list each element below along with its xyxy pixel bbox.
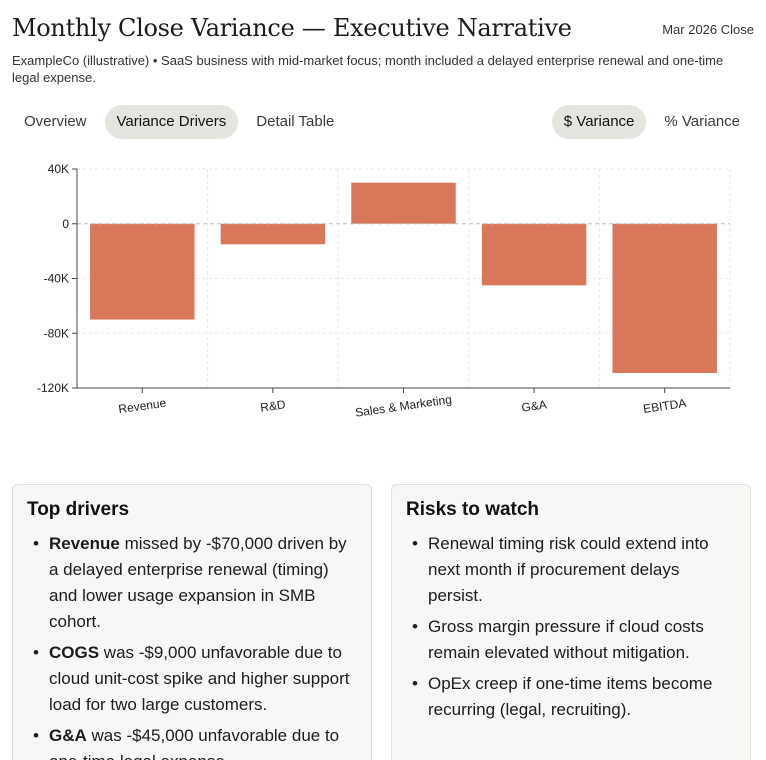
risk-item: Renewal timing risk could extend into ne… [406,531,736,609]
y-tick-label: -120K [37,381,69,395]
x-tick-label: G&A [521,397,548,414]
variance-bar-chart: 40K 0 -40K -80K -120K Revenue R&D Sales & Marke… [37,162,731,420]
risks-title: Risks to watch [406,499,540,520]
risk-item: OpEx creep if one-time items become recu… [406,671,736,723]
y-tick-label: 40K [48,162,69,176]
driver-item-text: was -$9,000 unfavorable due to cloud uni… [49,643,350,714]
page-title: Monthly Close Variance — Executive Narra… [12,14,572,42]
driver-item: Revenue missed by -$70,000 driven by a d… [27,531,357,635]
page-subtitle: ExampleCo (illustrative) • SaaS business… [12,53,724,85]
y-tick-label: -80K [44,326,69,340]
bar-ebitda [612,223,717,373]
chart-axes: 40K 0 -40K -80K -120K Revenue R&D Sales & Marke… [37,162,730,420]
period-label: Mar 2026 Close [662,22,754,37]
risks-card: Risks to watch Renewal timing risk could… [391,484,751,760]
dollar-variance-toggle[interactable]: $ Variance [551,105,647,139]
driver-item-text: was -$45,000 unfavorable due to one-time… [49,726,340,760]
bar-g-a [481,223,587,286]
tab-overview[interactable]: Overview [24,113,87,130]
x-tick-label: EBITDA [642,396,687,416]
x-tick-label: Sales & Marketing [354,392,452,419]
top-drivers-list: Revenue missed by -$70,000 driven by a d… [27,531,357,760]
x-tick-label: Revenue [118,396,168,417]
tab-detail-table[interactable]: Detail Table [256,113,335,130]
view-tabs: Overview Variance Drivers Detail Table [12,105,346,139]
bar-revenue [90,223,195,320]
risk-item: Gross margin pressure if cloud costs rem… [406,614,736,666]
y-tick-label: 0 [62,217,69,231]
driver-item: COGS was -$9,000 unfavorable due to clou… [27,640,357,718]
chart-bars [90,182,717,373]
risks-list: Renewal timing risk could extend into ne… [406,531,736,723]
driver-item-name: Revenue [49,534,120,553]
variance-mode-toggle: $ Variance % Variance [551,105,752,139]
x-tick-label: R&D [259,397,286,414]
driver-item-name: G&A [49,726,87,745]
driver-item-name: COGS [49,643,100,662]
top-drivers-title: Top drivers [27,499,130,520]
y-tick-label: -40K [44,272,69,286]
bar-sales-marketing [351,182,456,224]
bar-r-d [220,223,326,245]
driver-item: G&A was -$45,000 unfavorable due to one-… [27,723,357,760]
top-drivers-card: Top drivers Revenue missed by -$70,000 d… [12,484,372,760]
percent-variance-toggle[interactable]: % Variance [664,113,740,130]
driver-item-text: missed by -$70,000 driven by a delayed e… [49,534,347,631]
tab-variance-drivers[interactable]: Variance Drivers [104,105,239,139]
